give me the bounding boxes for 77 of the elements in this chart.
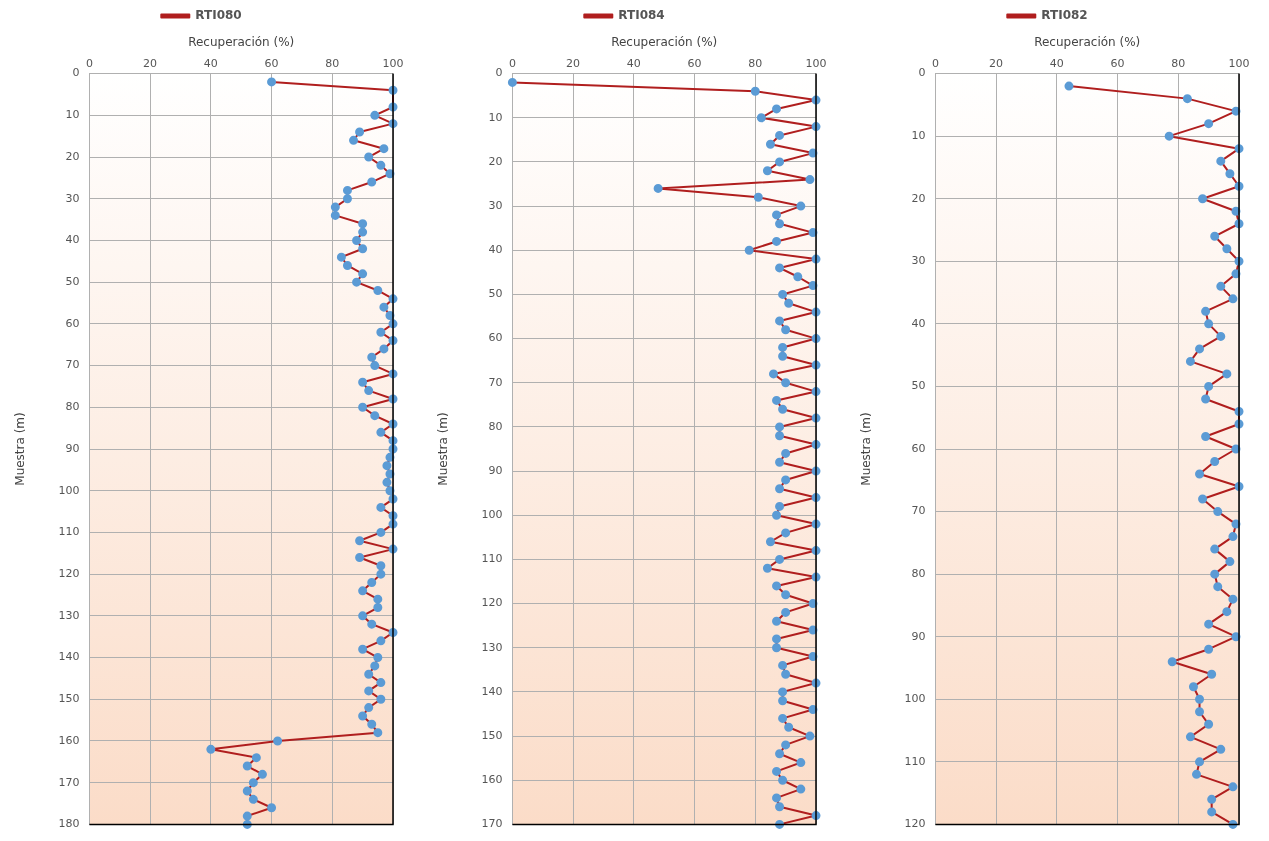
y-tick-label: 70 [911,504,926,518]
x-tick-label: 60 [1110,56,1125,70]
x-tick-label: 80 [748,56,763,70]
y-tick-label: 120 [481,596,503,610]
y-tick-label: 0 [918,66,926,80]
x-tick-label: 0 [931,56,939,70]
x-tick-label: 40 [203,56,218,70]
y-tick-label: 60 [911,441,926,455]
y-tick-label: 80 [488,419,503,433]
y-tick-label: 100 [904,692,926,706]
y-axis-title: Muestra (m) [859,412,874,486]
x-tick-label: 0 [85,56,93,70]
y-tick-label: 90 [488,463,503,477]
x-tick-label: 20 [989,56,1004,70]
y-tick-label: 160 [481,773,503,787]
y-axis-title: Muestra (m) [436,412,451,486]
y-tick-label: 60 [488,331,503,345]
y-tick-label: 30 [911,254,926,268]
y-tick-label: 140 [58,650,80,664]
y-tick-label: 150 [481,728,503,742]
x-tick-label: 100 [1228,56,1250,70]
y-tick-label: 40 [911,316,926,330]
y-tick-label: 30 [65,191,80,205]
y-tick-label: 120 [904,817,926,831]
y-tick-label: 80 [911,566,926,580]
y-axis-title: Muestra (m) [13,412,28,486]
y-tick-label: 100 [481,508,503,522]
y-tick-label: 170 [481,817,503,831]
y-tick-label: 10 [488,110,503,124]
x-tick-label: 100 [805,56,827,70]
y-tick-label: 50 [65,275,80,289]
y-tick-label: 140 [481,684,503,698]
y-tick-label: 20 [911,191,926,205]
y-tick-label: 10 [911,129,926,143]
x-tick-label: 80 [325,56,340,70]
y-tick-label: 180 [58,817,80,831]
y-tick-label: 110 [58,525,80,539]
y-tick-label: 110 [481,552,503,566]
legend-label: RTI082 [1041,8,1088,23]
y-tick-label: 20 [488,154,503,168]
y-tick-label: 50 [488,287,503,301]
y-tick-label: 10 [65,108,80,122]
x-tick-label: 20 [566,56,581,70]
x-axis-title: Recuperación (%) [1034,35,1141,50]
y-tick-label: 70 [65,358,80,372]
x-tick-label: 80 [1171,56,1186,70]
y-tick-label: 170 [58,775,80,789]
y-tick-label: 110 [904,754,926,768]
y-tick-label: 0 [72,66,80,80]
legend-label: RTI080 [195,8,242,23]
y-tick-label: 150 [58,692,80,706]
y-tick-label: 40 [65,233,80,247]
y-tick-label: 50 [911,379,926,393]
y-tick-label: 130 [481,640,503,654]
x-axis-title: Recuperación (%) [188,35,295,50]
y-tick-label: 60 [65,316,80,330]
y-tick-label: 80 [65,400,80,414]
legend-label: RTI084 [618,8,665,23]
x-axis-title: Recuperación (%) [611,35,718,50]
y-tick-label: 130 [58,608,80,622]
x-tick-label: 100 [382,56,404,70]
y-tick-label: 160 [58,733,80,747]
x-tick-label: 60 [687,56,702,70]
x-tick-label: 40 [626,56,641,70]
y-tick-label: 90 [911,629,926,643]
y-tick-label: 70 [488,375,503,389]
y-tick-label: 20 [65,149,80,163]
y-tick-label: 100 [58,483,80,497]
y-tick-label: 90 [65,441,80,455]
y-tick-label: 40 [488,243,503,257]
x-tick-label: 0 [508,56,516,70]
x-tick-label: 20 [143,56,158,70]
x-tick-label: 60 [264,56,279,70]
y-tick-label: 120 [58,566,80,580]
x-tick-label: 40 [1049,56,1064,70]
y-tick-label: 0 [495,66,503,80]
y-tick-label: 30 [488,198,503,212]
